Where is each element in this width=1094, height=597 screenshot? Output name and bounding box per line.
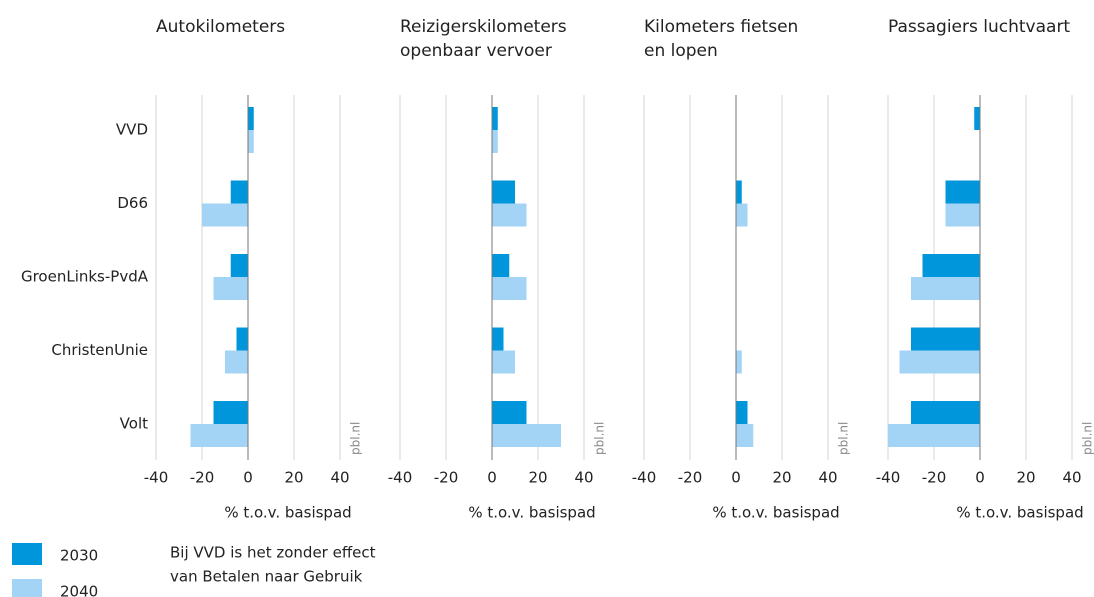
x-tick-label: 40 xyxy=(574,469,593,487)
bar xyxy=(736,401,748,424)
panel-title: Autokilometers xyxy=(156,17,285,37)
bar xyxy=(492,424,561,447)
category-label: GroenLinks-PvdA xyxy=(21,268,149,286)
bar xyxy=(899,350,980,374)
x-tick-label: -40 xyxy=(144,469,169,487)
bar xyxy=(945,180,980,204)
bar xyxy=(492,107,498,130)
bar xyxy=(236,327,248,351)
x-tick-label: 20 xyxy=(528,469,547,487)
panel-title: Passagiers luchtvaart xyxy=(888,17,1070,37)
bar xyxy=(911,277,980,300)
bar xyxy=(736,203,748,227)
category-label: ChristenUnie xyxy=(51,341,148,359)
bar xyxy=(213,277,248,300)
x-axis-label: % t.o.v. basispad xyxy=(468,504,595,522)
legend-swatch xyxy=(12,579,42,597)
bar xyxy=(888,424,980,447)
x-tick-label: 0 xyxy=(975,469,985,487)
x-axis-label: % t.o.v. basispad xyxy=(956,504,1083,522)
bar xyxy=(230,180,248,204)
source-label: pbl.nl xyxy=(593,422,607,455)
x-tick-label: 20 xyxy=(772,469,791,487)
panel-title: Reizigerskilometers xyxy=(400,17,567,37)
legend-swatch xyxy=(12,543,42,565)
bar xyxy=(492,277,527,300)
x-tick-label: 20 xyxy=(1016,469,1035,487)
x-tick-label: 0 xyxy=(243,469,253,487)
bar xyxy=(736,424,754,447)
x-tick-label: -40 xyxy=(876,469,901,487)
x-axis-label: % t.o.v. basispad xyxy=(712,504,839,522)
x-tick-label: -40 xyxy=(632,469,657,487)
bar xyxy=(213,401,248,424)
bar xyxy=(230,254,248,277)
bar xyxy=(492,254,510,277)
panel-title: openbaar vervoer xyxy=(400,41,552,61)
bar xyxy=(492,130,498,153)
category-label: Volt xyxy=(120,415,148,433)
bar xyxy=(190,424,248,447)
x-tick-label: 40 xyxy=(818,469,837,487)
x-tick-label: -20 xyxy=(434,469,459,487)
note: Bij VVD is het zonder effect xyxy=(170,544,376,562)
x-axis-label: % t.o.v. basispad xyxy=(224,504,351,522)
bar xyxy=(248,130,254,153)
x-tick-label: 0 xyxy=(731,469,741,487)
bar xyxy=(492,401,527,424)
legend-label: 2030 xyxy=(60,547,98,565)
source-label: pbl.nl xyxy=(1081,422,1094,455)
x-tick-label: 20 xyxy=(284,469,303,487)
bar xyxy=(492,180,515,204)
x-tick-label: -20 xyxy=(922,469,947,487)
category-label: D66 xyxy=(117,194,148,212)
category-label: VVD xyxy=(116,121,148,139)
bar xyxy=(736,350,742,374)
bar xyxy=(202,203,248,227)
bar xyxy=(492,350,515,374)
bar xyxy=(492,327,504,351)
bar xyxy=(974,107,980,130)
bar xyxy=(492,203,527,227)
x-tick-label: 40 xyxy=(330,469,349,487)
bar xyxy=(225,350,248,374)
panel-title: en lopen xyxy=(644,41,718,61)
legend-label: 2040 xyxy=(60,583,98,597)
bar xyxy=(911,327,980,351)
x-tick-label: -40 xyxy=(388,469,413,487)
x-tick-label: 0 xyxy=(487,469,497,487)
source-label: pbl.nl xyxy=(837,422,851,455)
source-label: pbl.nl xyxy=(349,422,363,455)
bar xyxy=(911,401,980,424)
x-tick-label: -20 xyxy=(190,469,215,487)
panel-title: Kilometers fietsen xyxy=(644,17,798,37)
bar xyxy=(945,203,980,227)
note: van Betalen naar Gebruik xyxy=(170,568,363,586)
bar xyxy=(922,254,980,277)
bar xyxy=(248,107,254,130)
bar xyxy=(736,180,742,204)
x-tick-label: 40 xyxy=(1062,469,1081,487)
x-tick-label: -20 xyxy=(678,469,703,487)
